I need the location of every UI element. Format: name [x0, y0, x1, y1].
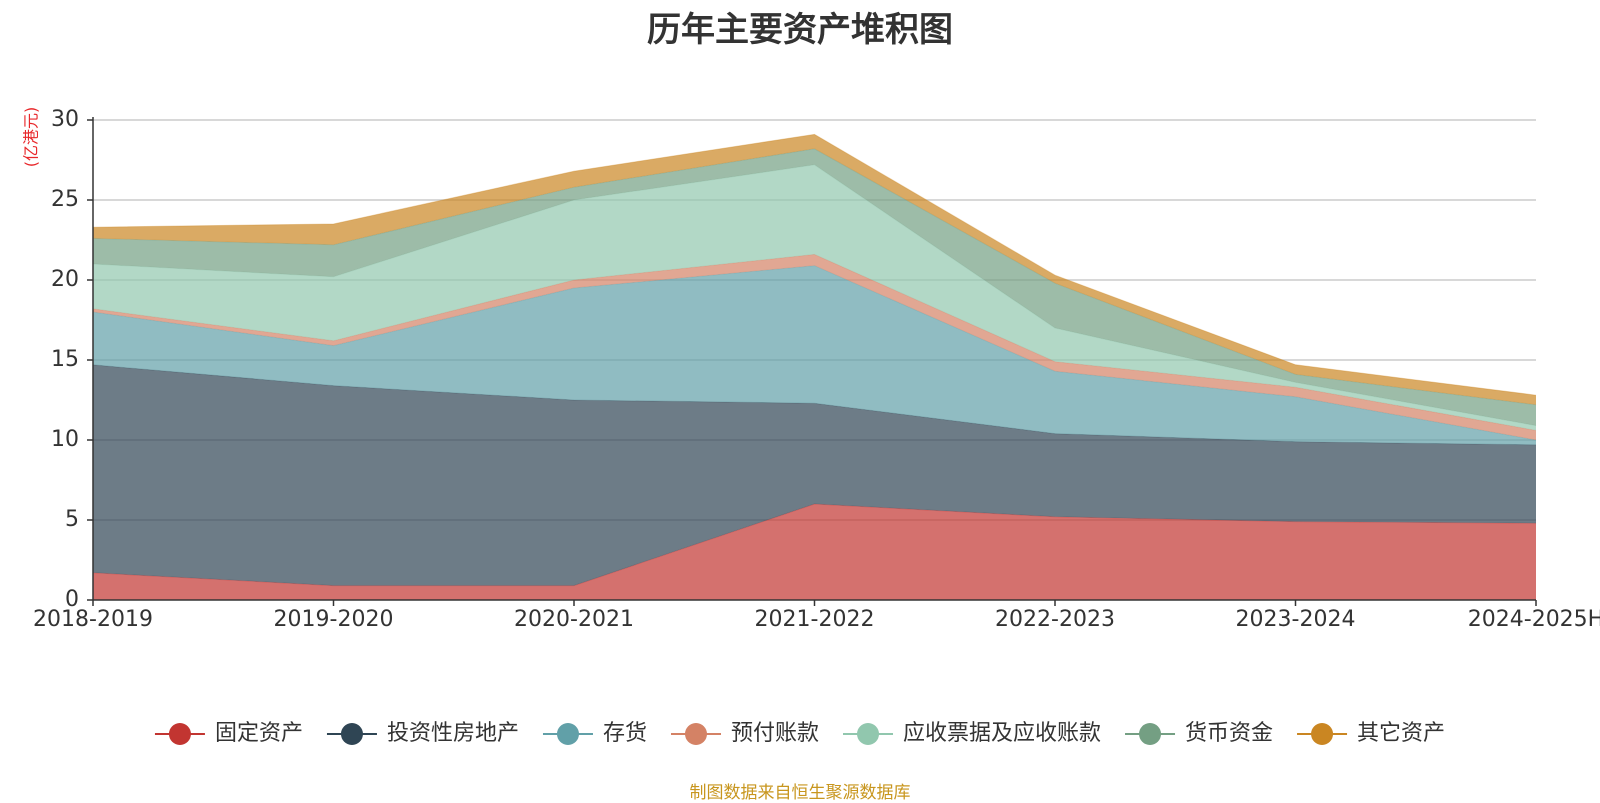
x-tick-label: 2024-2025H	[1468, 607, 1600, 632]
legend-marker	[1311, 723, 1334, 745]
legend-items: 固定资产 投资性房地产 存货 预付账款 应收票据及应收账款 货币资金 其它资产	[154, 721, 1445, 746]
legend-label: 投资性房地产	[387, 721, 519, 746]
series-area-2	[93, 364, 1536, 586]
legend-item: 投资性房地产	[326, 721, 519, 746]
y-tick-label: 30	[51, 107, 79, 132]
series-area-7	[93, 134, 1536, 405]
series-line-7	[92, 133, 1537, 396]
legend-label: 货币资金	[1185, 721, 1273, 746]
x-tick-label: 2022-2023	[995, 607, 1115, 632]
legend-label: 固定资产	[215, 721, 303, 746]
legend-item: 固定资产	[154, 721, 303, 746]
legend-item: 预付账款	[670, 721, 819, 746]
legend-marker	[857, 723, 880, 745]
series-areas	[92, 133, 1537, 600]
series-area-1	[93, 504, 1536, 600]
series-area-5	[93, 164, 1536, 431]
legend-item: 存货	[542, 721, 647, 746]
legend-marker	[340, 723, 363, 745]
axes: 0 5 10 15 20 25 30 2018-2019 2019-2020 2020-2021 2…	[33, 107, 1600, 632]
series-area-6	[93, 148, 1536, 426]
x-tick-label: 2021-2022	[755, 607, 875, 632]
legend-marker	[556, 723, 579, 745]
legend-item: 应收票据及应收账款	[843, 721, 1101, 746]
legend-label: 应收票据及应收账款	[903, 721, 1101, 746]
legend: 固定资产 投资性房地产 存货 预付账款 应收票据及应收账款 货币资金 其它资产	[154, 721, 1445, 746]
x-tick-label: 2023-2024	[1236, 607, 1356, 632]
y-tick-label: 10	[51, 427, 79, 452]
y-tick-label: 0	[65, 587, 79, 612]
source-note: 制图数据来自恒生聚源数据库	[689, 783, 911, 803]
y-tick-label: 5	[65, 507, 79, 532]
series-area-3	[93, 265, 1536, 445]
legend-item: 其它资产	[1297, 721, 1445, 746]
chart-title: 历年主要资产堆积图	[647, 10, 953, 50]
legend-label: 其它资产	[1357, 721, 1445, 746]
x-tick-label: 2019-2020	[274, 607, 394, 632]
y-tick-label: 25	[51, 187, 79, 212]
legend-marker	[168, 723, 191, 745]
x-tick-label: 2020-2021	[514, 607, 634, 632]
legend-marker	[1139, 723, 1162, 745]
legend-marker	[684, 723, 707, 745]
y-tick-label: 15	[51, 347, 79, 372]
legend-item: 货币资金	[1125, 721, 1273, 746]
x-tick-label: 2018-2019	[33, 607, 153, 632]
y-tick-label: 20	[51, 267, 79, 292]
legend-label: 预付账款	[731, 721, 819, 746]
legend-label: 存货	[603, 721, 647, 746]
y-axis-unit-text: (亿港元)	[22, 107, 41, 168]
y-axis-unit-label: (亿港元)	[22, 107, 41, 168]
